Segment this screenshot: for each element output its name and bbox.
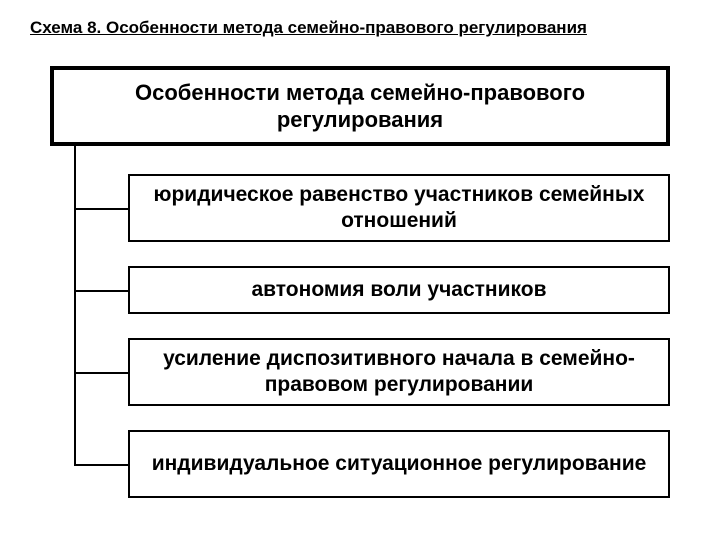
connector-branch-1: [74, 208, 128, 210]
connector-branch-3: [74, 372, 128, 374]
item-box-2: автономия воли участников: [128, 266, 670, 314]
diagram-caption: Схема 8. Особенности метода семейно-прав…: [30, 18, 690, 38]
connector-branch-4: [74, 464, 128, 466]
title-box: Особенности метода семейно-правового рег…: [50, 66, 670, 146]
connector-branch-2: [74, 290, 128, 292]
connector-spine: [74, 146, 76, 464]
item-box-3: усиление диспозитивного начала в семейно…: [128, 338, 670, 406]
item-box-4: индивидуальное ситуационное регулировани…: [128, 430, 670, 498]
diagram-container: Особенности метода семейно-правового рег…: [30, 66, 690, 506]
item-box-1: юридическое равенство участников семейны…: [128, 174, 670, 242]
